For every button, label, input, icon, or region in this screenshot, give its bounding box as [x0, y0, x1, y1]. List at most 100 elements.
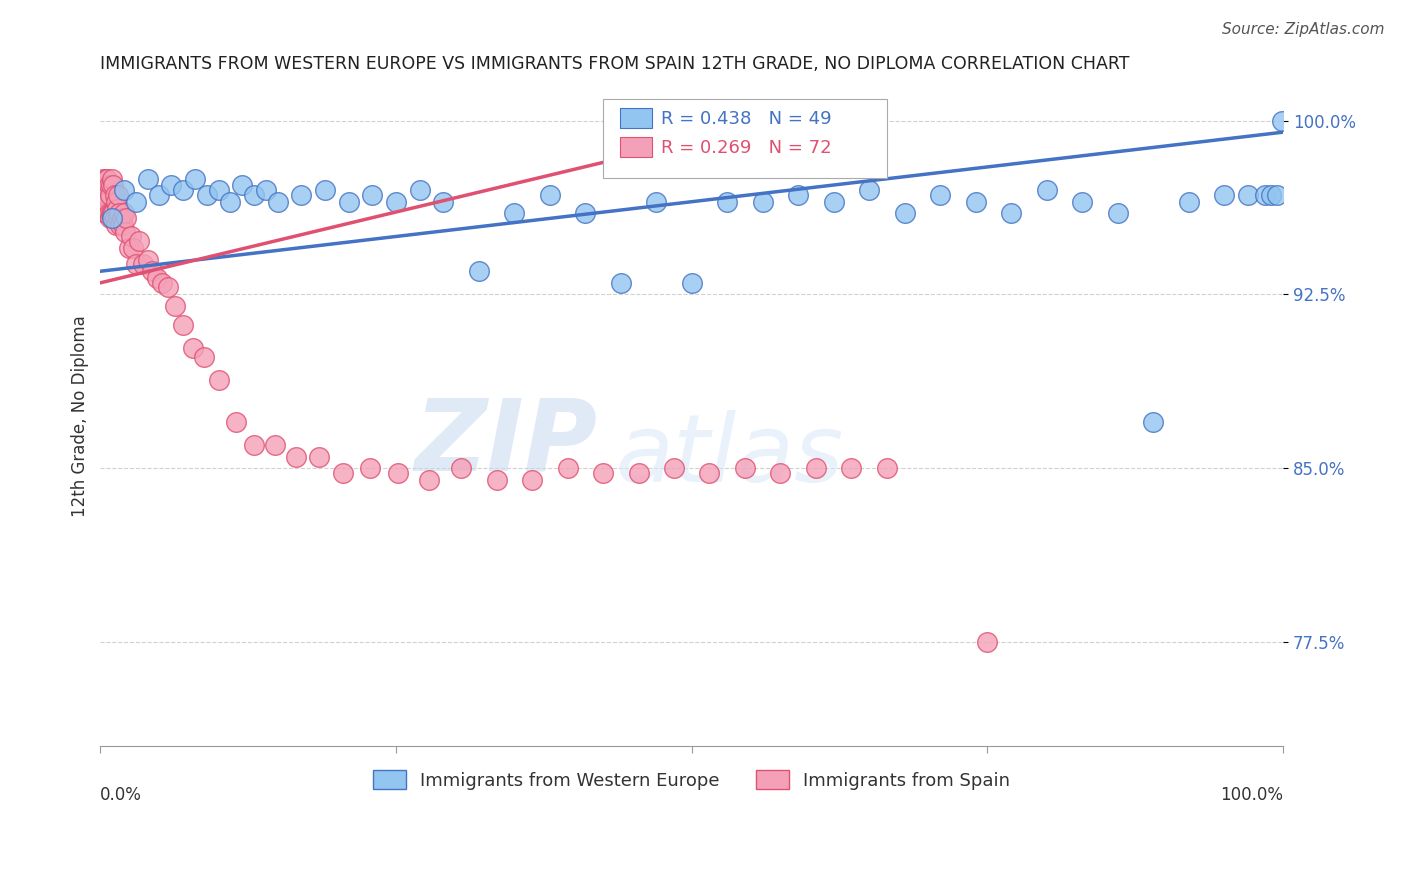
- Point: [101, 211, 124, 225]
- Point: [110, 218, 132, 232]
- Point: [128, 234, 150, 248]
- Point: [100, 206, 122, 220]
- Point: [97, 206, 120, 220]
- Point: [1035, 183, 1057, 197]
- Point: [1107, 206, 1129, 220]
- Point: [645, 194, 668, 209]
- Point: [96, 171, 118, 186]
- Point: [172, 318, 194, 332]
- Point: [1142, 415, 1164, 429]
- Text: 100.0%: 100.0%: [1220, 786, 1284, 804]
- Point: [94, 206, 117, 220]
- Point: [103, 178, 125, 193]
- FancyBboxPatch shape: [620, 108, 651, 128]
- Point: [101, 206, 124, 220]
- Point: [538, 187, 561, 202]
- Point: [160, 178, 183, 193]
- Point: [264, 438, 287, 452]
- Point: [125, 257, 148, 271]
- Point: [314, 183, 336, 197]
- Text: R = 0.438   N = 49: R = 0.438 N = 49: [661, 111, 831, 128]
- Point: [184, 171, 207, 186]
- Point: [1000, 206, 1022, 220]
- Point: [94, 178, 117, 193]
- Point: [93, 187, 115, 202]
- FancyBboxPatch shape: [603, 99, 887, 178]
- Point: [284, 450, 307, 464]
- FancyBboxPatch shape: [620, 137, 651, 157]
- Text: IMMIGRANTS FROM WESTERN EUROPE VS IMMIGRANTS FROM SPAIN 12TH GRADE, NO DIPLOMA C: IMMIGRANTS FROM WESTERN EUROPE VS IMMIGR…: [100, 55, 1130, 73]
- Point: [450, 461, 472, 475]
- Point: [1260, 187, 1282, 202]
- Point: [225, 415, 247, 429]
- Point: [97, 178, 120, 193]
- Point: [111, 211, 134, 225]
- Point: [823, 194, 845, 209]
- Point: [172, 183, 194, 197]
- Point: [841, 461, 863, 475]
- Point: [610, 276, 633, 290]
- Point: [122, 241, 145, 255]
- Point: [107, 211, 129, 225]
- Point: [965, 194, 987, 209]
- Point: [207, 373, 229, 387]
- Point: [141, 264, 163, 278]
- Point: [207, 183, 229, 197]
- Point: [769, 466, 792, 480]
- Point: [103, 206, 125, 220]
- Point: [804, 461, 827, 475]
- Point: [592, 466, 614, 480]
- Point: [103, 211, 125, 225]
- Point: [112, 183, 135, 197]
- Point: [104, 218, 127, 232]
- Point: [163, 299, 186, 313]
- Point: [627, 466, 650, 480]
- Point: [359, 461, 381, 475]
- Point: [385, 194, 408, 209]
- Point: [929, 187, 952, 202]
- Point: [136, 171, 159, 186]
- Point: [146, 271, 169, 285]
- Point: [503, 206, 526, 220]
- Point: [681, 276, 703, 290]
- Point: [96, 187, 118, 202]
- Point: [243, 438, 266, 452]
- Y-axis label: 12th Grade, No Diploma: 12th Grade, No Diploma: [72, 315, 89, 517]
- Point: [125, 194, 148, 209]
- Point: [243, 187, 266, 202]
- Point: [361, 187, 384, 202]
- Point: [101, 171, 124, 186]
- Point: [1177, 194, 1199, 209]
- Text: R = 0.269   N = 72: R = 0.269 N = 72: [661, 139, 831, 157]
- Point: [193, 350, 215, 364]
- Point: [1213, 187, 1236, 202]
- Point: [136, 252, 159, 267]
- Point: [308, 450, 330, 464]
- Point: [787, 187, 810, 202]
- Point: [195, 187, 218, 202]
- Point: [1265, 187, 1288, 202]
- Point: [181, 341, 204, 355]
- Point: [105, 202, 128, 216]
- Point: [332, 466, 354, 480]
- Point: [1271, 113, 1294, 128]
- Point: [893, 206, 915, 220]
- Point: [132, 257, 155, 271]
- Point: [98, 187, 121, 202]
- Point: [267, 194, 290, 209]
- Point: [1236, 187, 1258, 202]
- Text: Source: ZipAtlas.com: Source: ZipAtlas.com: [1222, 22, 1385, 37]
- Text: 0.0%: 0.0%: [100, 786, 142, 804]
- Point: [231, 178, 253, 193]
- Point: [1071, 194, 1094, 209]
- Point: [409, 183, 432, 197]
- Point: [751, 194, 773, 209]
- Point: [108, 206, 131, 220]
- Point: [96, 206, 118, 220]
- Point: [290, 187, 312, 202]
- Point: [104, 194, 127, 209]
- Point: [115, 211, 138, 225]
- Point: [699, 466, 721, 480]
- Point: [111, 218, 134, 232]
- Legend: Immigrants from Western Europe, Immigrants from Spain: Immigrants from Western Europe, Immigran…: [367, 763, 1017, 797]
